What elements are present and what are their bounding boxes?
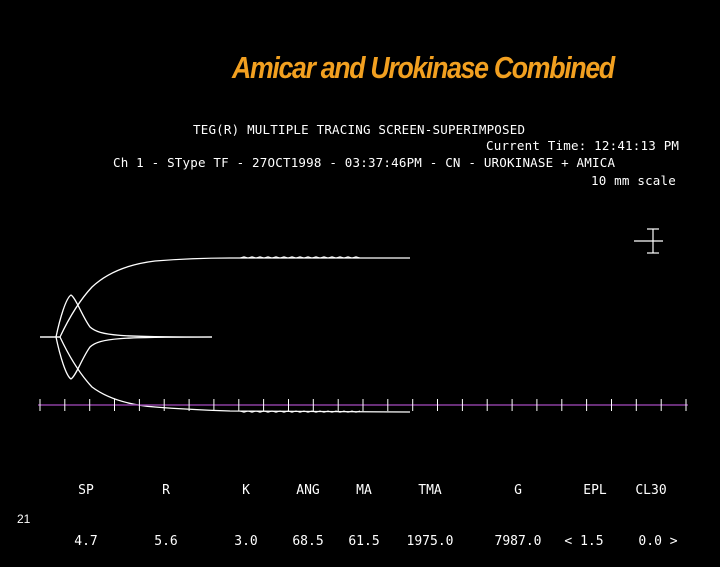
param-label: ANG <box>296 483 320 498</box>
slide-number: 21 <box>17 512 31 526</box>
trace-urokinase-upper <box>55 294 213 338</box>
param-tma: TMA 1975.0 <box>398 448 462 567</box>
teg-tracing-plot <box>38 228 688 413</box>
param-ma: MA 61.5 <box>338 448 390 567</box>
param-value: 3.0 <box>234 534 258 549</box>
param-label: MA <box>356 483 372 498</box>
param-label: R <box>162 483 170 498</box>
trace-upper-envelope <box>40 257 410 338</box>
param-value: 61.5 <box>348 534 380 549</box>
param-value: 68.5 <box>292 534 324 549</box>
trace-ripple-upper <box>239 256 361 259</box>
scale-label: 10 mm scale <box>591 173 676 188</box>
param-value: 4.7 <box>74 534 98 549</box>
param-label: SP <box>78 483 94 498</box>
param-label: K <box>242 483 250 498</box>
param-g: G 7987.0 <box>486 448 550 567</box>
param-value: 1975.0 <box>406 534 454 549</box>
param-value: 5.6 <box>154 534 178 549</box>
current-time: Current Time: 12:41:13 PM <box>486 138 680 153</box>
param-label: TMA <box>418 483 442 498</box>
param-value: 0.0 > <box>638 534 678 549</box>
param-value: < 1.5 <box>564 534 604 549</box>
param-label: G <box>514 483 522 498</box>
screen-header: TEG(R) MULTIPLE TRACING SCREEN-SUPERIMPO… <box>193 122 526 137</box>
param-cl30: CL30 0.0 > <box>630 448 686 567</box>
time-axis-ticks <box>39 399 687 411</box>
param-r: R 5.6 <box>140 448 192 567</box>
slide-title: Amicar and Urokinase Combined <box>232 50 615 85</box>
param-label: EPL <box>583 483 607 498</box>
trace-lower-envelope <box>40 336 411 413</box>
param-k: K 3.0 <box>220 448 272 567</box>
param-label: CL30 <box>635 483 667 498</box>
trace-ripple-lower <box>239 410 361 413</box>
param-sp: SP 4.7 <box>60 448 112 567</box>
param-ang: ANG 68.5 <box>282 448 334 567</box>
scale-crosshair-icon <box>634 228 663 254</box>
param-value: 7987.0 <box>494 534 542 549</box>
param-epl: EPL < 1.5 <box>554 448 614 567</box>
channel-info: Ch 1 - SType TF - 27OCT1998 - 03:37:46PM… <box>113 155 616 170</box>
trace-urokinase-lower <box>55 336 213 380</box>
